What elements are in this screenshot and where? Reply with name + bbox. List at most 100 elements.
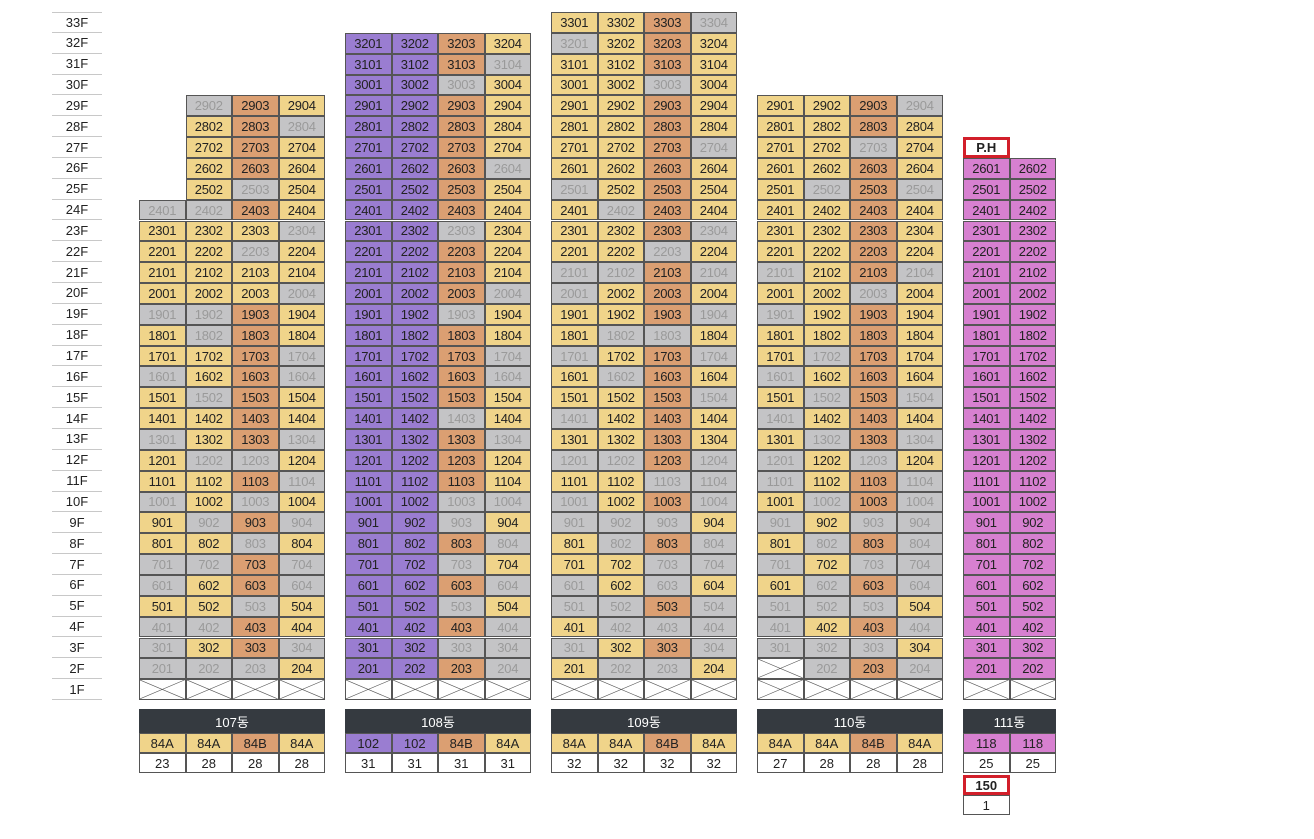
unit-cell-2104: 2104 xyxy=(896,262,943,284)
unit-cell-1101: 1101 xyxy=(757,470,804,492)
unit-cell-502: 502 xyxy=(597,595,644,617)
unit-cell-3104: 3104 xyxy=(484,53,531,75)
unit-cell-2002: 2002 xyxy=(185,283,232,304)
ground-floor-cell xyxy=(803,679,850,701)
unit-cell-2503: 2503 xyxy=(232,178,279,200)
unit-cell-2503: 2503 xyxy=(438,178,485,200)
unit-cell-2503: 2503 xyxy=(644,178,691,200)
unit-cell-1904: 1904 xyxy=(278,303,325,325)
unit-cell-802: 802 xyxy=(1009,533,1056,555)
unit-count-cell: 32 xyxy=(551,753,598,773)
unit-cell-3003: 3003 xyxy=(644,74,691,96)
unit-cell-1603: 1603 xyxy=(438,366,485,388)
unit-cell-3201: 3201 xyxy=(345,32,392,54)
unit-cell-2804: 2804 xyxy=(484,116,531,138)
floor-label: 27F xyxy=(52,137,102,158)
unit-cell-1802: 1802 xyxy=(597,324,644,346)
unit-cell-2002: 2002 xyxy=(1009,283,1056,304)
unit-cell-501: 501 xyxy=(345,595,392,617)
unit-cell-904: 904 xyxy=(896,512,943,534)
ground-floor-cell xyxy=(139,679,186,701)
unit-cell-901: 901 xyxy=(963,512,1010,534)
floor-label: 15F xyxy=(52,387,102,409)
unit-cell-1501: 1501 xyxy=(757,387,804,409)
unit-cell-2302: 2302 xyxy=(185,220,232,242)
unit-cell-1104: 1104 xyxy=(896,470,943,492)
unit-cell-2104: 2104 xyxy=(690,262,737,284)
unit-cell-404: 404 xyxy=(896,616,943,638)
unit-cell-902: 902 xyxy=(185,512,232,534)
unit-cell-1203: 1203 xyxy=(644,449,691,471)
unit-type-cell: 84A xyxy=(896,733,943,753)
unit-cell-3101: 3101 xyxy=(345,53,392,75)
unit-cell-403: 403 xyxy=(232,616,279,638)
unit-cell-504: 504 xyxy=(278,595,325,617)
unit-cell-2703: 2703 xyxy=(232,137,279,158)
unit-cell-304: 304 xyxy=(484,637,531,659)
unit-cell-1903: 1903 xyxy=(438,303,485,325)
unit-cell-2201: 2201 xyxy=(757,241,804,263)
floor-label: 11F xyxy=(52,471,102,492)
unit-cell-1703: 1703 xyxy=(850,345,897,367)
unit-cell-2804: 2804 xyxy=(278,116,325,138)
unit-cell-501: 501 xyxy=(551,595,598,617)
unit-cell-1001: 1001 xyxy=(139,491,186,513)
unit-cell-2504: 2504 xyxy=(484,178,531,200)
floor-label: 18F xyxy=(52,325,102,346)
unit-cell-1504: 1504 xyxy=(896,387,943,409)
unit-cell-1102: 1102 xyxy=(803,470,850,492)
unit-cell-701: 701 xyxy=(551,554,598,575)
unit-cell-1202: 1202 xyxy=(597,449,644,471)
unit-cell-2104: 2104 xyxy=(278,262,325,284)
unit-cell-703: 703 xyxy=(850,554,897,575)
unit-cell-1704: 1704 xyxy=(278,345,325,367)
unit-cell-1701: 1701 xyxy=(139,345,186,367)
unit-cell-3004: 3004 xyxy=(690,74,737,96)
unit-cell-2404: 2404 xyxy=(278,199,325,221)
unit-cell-603: 603 xyxy=(850,574,897,596)
floor-label: 12F xyxy=(52,450,102,471)
unit-type-cell: 84B xyxy=(644,733,691,753)
unit-cell-604: 604 xyxy=(896,574,943,596)
unit-cell-2702: 2702 xyxy=(185,137,232,158)
unit-cell-1403: 1403 xyxy=(438,408,485,429)
unit-cell-2203: 2203 xyxy=(644,241,691,263)
unit-cell-2404: 2404 xyxy=(896,199,943,221)
unit-cell-2302: 2302 xyxy=(803,220,850,242)
unit-cell-2402: 2402 xyxy=(597,199,644,221)
unit-cell-2002: 2002 xyxy=(597,283,644,304)
unit-cell-402: 402 xyxy=(185,616,232,638)
unit-cell-204: 204 xyxy=(896,658,943,680)
ground-floor-cell xyxy=(963,679,1010,701)
unit-cell-1303: 1303 xyxy=(232,429,279,450)
ground-floor-cell xyxy=(438,679,485,701)
unit-cell-2904: 2904 xyxy=(896,95,943,117)
unit-cell-1101: 1101 xyxy=(963,470,1010,492)
unit-cell-1202: 1202 xyxy=(391,449,438,471)
unit-cell-2504: 2504 xyxy=(690,178,737,200)
unit-cell-1504: 1504 xyxy=(278,387,325,409)
unit-cell-1803: 1803 xyxy=(438,324,485,346)
unit-cell-1201: 1201 xyxy=(551,449,598,471)
unit-cell-2803: 2803 xyxy=(644,116,691,138)
unit-cell-1904: 1904 xyxy=(484,303,531,325)
unit-cell-2602: 2602 xyxy=(803,157,850,179)
unit-cell-402: 402 xyxy=(1009,616,1056,638)
unit-cell-2502: 2502 xyxy=(185,178,232,200)
unit-count-cell: 31 xyxy=(391,753,438,773)
unit-cell-2501: 2501 xyxy=(551,178,598,200)
unit-cell-2601: 2601 xyxy=(757,157,804,179)
unit-cell-1303: 1303 xyxy=(644,429,691,450)
unit-cell-1503: 1503 xyxy=(644,387,691,409)
ground-floor-cell xyxy=(597,679,644,701)
unit-cell-2001: 2001 xyxy=(551,283,598,304)
unit-cell-602: 602 xyxy=(391,574,438,596)
building-header: 109동 xyxy=(551,709,737,733)
unit-cell-3102: 3102 xyxy=(391,53,438,75)
unit-cell-2504: 2504 xyxy=(278,178,325,200)
unit-cell-602: 602 xyxy=(185,574,232,596)
unit-cell-2103: 2103 xyxy=(850,262,897,284)
unit-cell-1901: 1901 xyxy=(757,303,804,325)
ground-floor-cell xyxy=(896,679,943,701)
unit-cell-603: 603 xyxy=(232,574,279,596)
